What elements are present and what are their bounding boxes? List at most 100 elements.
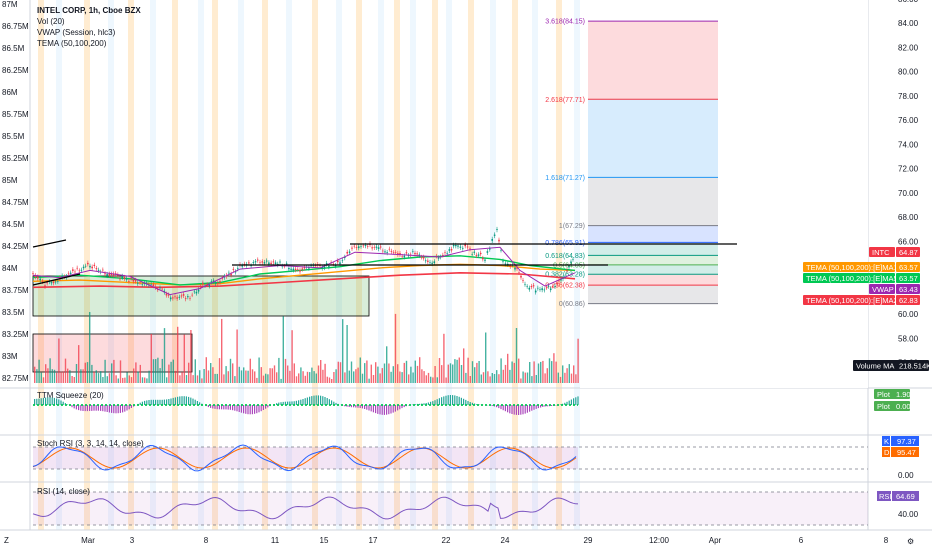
candle-body	[377, 247, 380, 250]
candle-body	[442, 254, 444, 256]
rsi-tick: 40.00	[898, 510, 919, 519]
volume-bar	[245, 370, 247, 383]
green-range-box[interactable]	[32, 275, 370, 317]
stoch-k-line	[32, 444, 577, 472]
candle-body	[399, 253, 401, 255]
volume-bar	[348, 370, 350, 383]
candle-body	[121, 275, 124, 278]
ttm-bar	[502, 405, 504, 411]
candle-body	[362, 245, 365, 247]
ttm-bar	[575, 397, 577, 405]
candle-body	[44, 285, 46, 287]
volume-bar	[108, 373, 111, 383]
right-axis-tick: 76.00	[898, 116, 919, 125]
volume-bar	[471, 361, 474, 383]
candle-body	[433, 261, 436, 264]
ttm-bar	[469, 402, 471, 405]
candle-body	[314, 265, 317, 267]
ttm-bar	[221, 405, 223, 410]
ttm-bar	[196, 401, 198, 405]
ttm-bar	[227, 405, 229, 410]
ttm-bar	[163, 399, 165, 405]
candle-body	[57, 280, 59, 282]
settings-gear-icon[interactable]: ⚙	[907, 537, 914, 546]
ttm-bar	[430, 401, 432, 405]
volume-bar	[58, 338, 60, 383]
candle-body	[61, 275, 63, 278]
candle-body	[392, 252, 395, 253]
svg-text:Plot: Plot	[877, 402, 891, 411]
candle-body	[351, 247, 353, 249]
trend-lines[interactable]	[32, 239, 737, 286]
candle-body	[479, 252, 482, 255]
time-axis-label: 17	[369, 536, 378, 545]
volume-bar	[249, 358, 251, 383]
candle-body	[67, 273, 70, 275]
ttm-bar	[267, 405, 269, 408]
candle-body	[496, 229, 498, 230]
volume-bar	[493, 374, 496, 383]
stoch-k-badge: K 97.37	[882, 436, 919, 446]
trendline-1[interactable]	[32, 239, 67, 248]
volume-bar	[421, 369, 423, 383]
red-range-box[interactable]	[32, 333, 193, 373]
candle-body	[355, 247, 358, 249]
ttm-bar	[146, 400, 148, 405]
volume-bar	[236, 329, 238, 383]
candle-body	[248, 262, 250, 264]
candle-body	[489, 248, 491, 250]
ttm-bar	[106, 405, 108, 412]
ttm-bar	[381, 405, 383, 415]
tema-ma200-line	[32, 271, 576, 289]
volume-bar	[399, 371, 401, 383]
ttm-bar	[447, 395, 449, 405]
candle-body	[518, 272, 520, 273]
volume-bar	[559, 376, 562, 383]
volume-bar	[75, 364, 78, 383]
ttm-bar	[467, 401, 469, 405]
volume-bar	[414, 360, 416, 383]
volume-bar	[392, 366, 394, 383]
volume-bar	[555, 361, 557, 383]
fib-level-label: 0.618(64.83)	[545, 253, 585, 260]
volume-ma-text: Volume MA	[856, 362, 894, 371]
zoom-button[interactable]: Z	[4, 536, 9, 545]
ttm-bar	[298, 400, 300, 405]
ttm-bar	[399, 405, 401, 410]
ttm-bar	[223, 405, 225, 410]
ttm-bar	[293, 401, 295, 405]
right-price-axis: 86.00 84.00 82.00 80.00 78.00 76.00 74.00 72.00…	[898, 0, 919, 368]
volume-bar	[117, 378, 119, 383]
ttm-bar	[86, 405, 88, 412]
ttm-bar	[38, 398, 40, 405]
volume-bar	[40, 372, 42, 383]
ttm-bar	[454, 395, 456, 405]
svg-text:64.69: 64.69	[896, 492, 915, 501]
session-stripe	[198, 0, 204, 530]
volume-bar	[408, 374, 410, 383]
left-axis-tick: 86M	[2, 88, 18, 97]
candle-body	[299, 270, 301, 272]
volume-bar	[447, 364, 449, 383]
candle-body	[431, 262, 433, 264]
volume-bar	[438, 358, 441, 383]
ttm-bar	[210, 405, 212, 408]
volume-bar	[298, 373, 300, 383]
ttm-bar	[284, 401, 286, 405]
ttm-bar	[313, 395, 315, 405]
session-stripe	[84, 0, 90, 530]
right-axis-tick: 60.00	[898, 310, 919, 319]
candle-body	[420, 257, 423, 258]
volume-bar	[93, 371, 95, 383]
ttm-bar	[452, 395, 454, 405]
candle-body	[572, 259, 574, 260]
right-axis-tick: 72.00	[898, 165, 919, 174]
legend-tema: TEMA (50,100,200)	[37, 39, 107, 48]
ttm-bar	[357, 405, 359, 408]
volume-bar	[267, 374, 269, 383]
volume-bar	[172, 359, 174, 383]
trendline-2[interactable]	[32, 273, 81, 286]
candle-body	[386, 252, 388, 254]
candle-body	[112, 273, 115, 276]
